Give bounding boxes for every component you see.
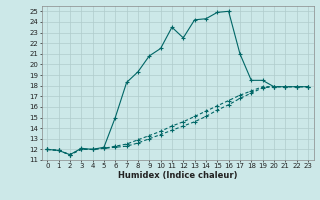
X-axis label: Humidex (Indice chaleur): Humidex (Indice chaleur)	[118, 171, 237, 180]
